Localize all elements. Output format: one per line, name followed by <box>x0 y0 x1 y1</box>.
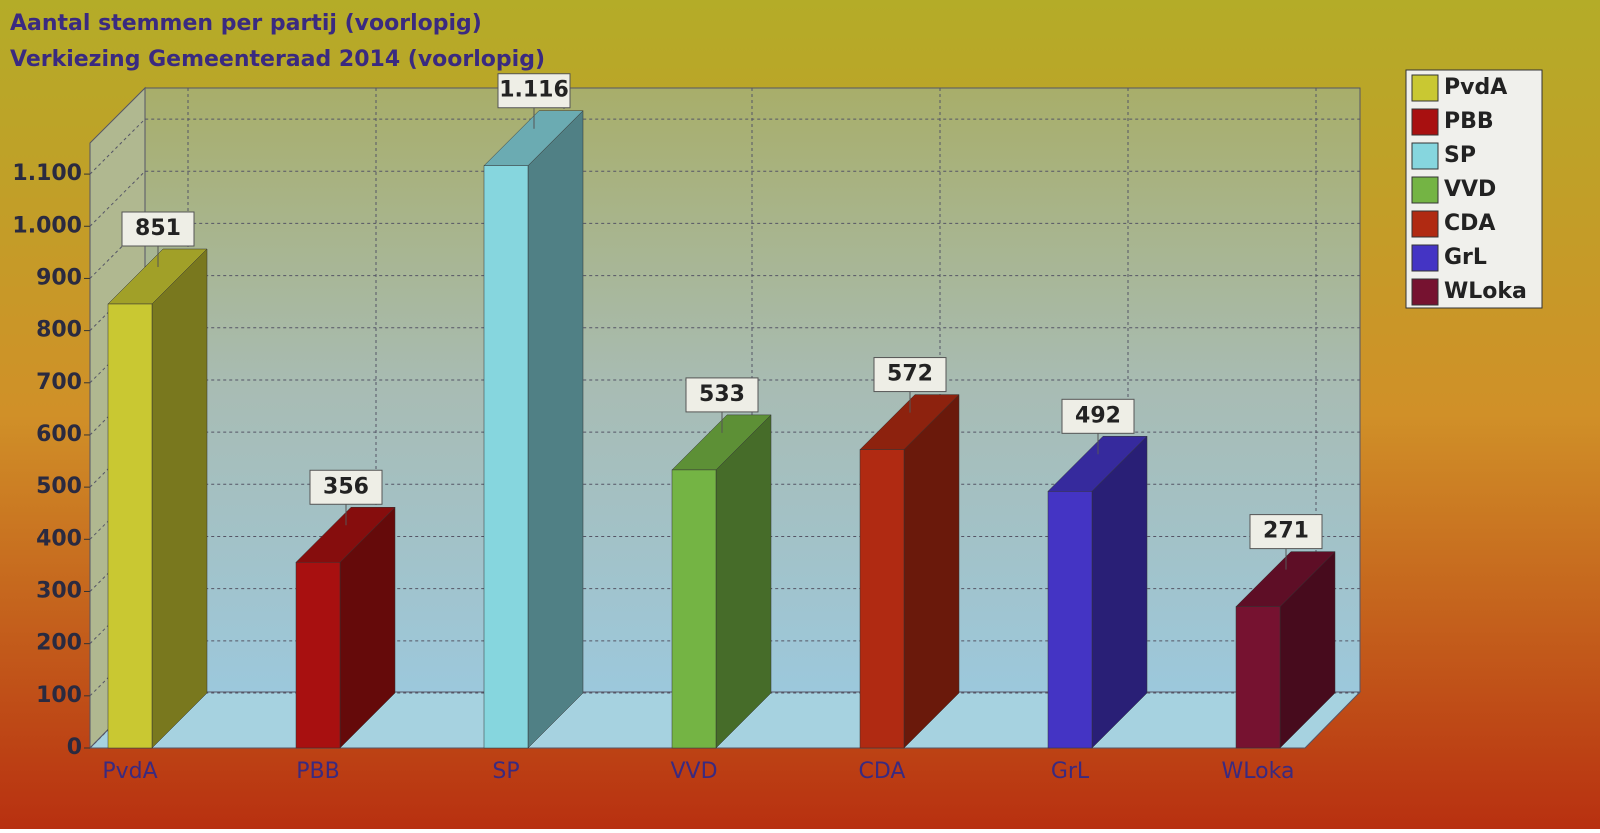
legend-label: SP <box>1444 143 1476 168</box>
y-tick-label: 1.000 <box>12 213 82 238</box>
y-tick-label: 1.100 <box>12 161 82 186</box>
x-tick-label: CDA <box>859 759 906 784</box>
bar <box>295 562 341 749</box>
chart-title: Aantal stemmen per partij (voorlopig) <box>10 11 482 36</box>
x-tick-label: SP <box>492 759 519 784</box>
value-label-box <box>497 73 571 109</box>
y-tick-label: 500 <box>36 474 82 499</box>
x-tick-label: VVD <box>670 759 717 784</box>
y-tick-label: 700 <box>36 370 82 395</box>
grid-line <box>89 170 1360 227</box>
value-label: 572 <box>887 362 933 387</box>
legend-swatch <box>1411 142 1439 170</box>
value-label-box <box>1249 514 1323 550</box>
bar <box>483 165 529 749</box>
chart-subtitle: Verkiezing Gemeenteraad 2014 (voorlopig) <box>10 47 545 72</box>
value-label: 271 <box>1263 519 1309 544</box>
bar-side <box>903 393 960 749</box>
x-tick-label: WLoka <box>1222 759 1295 784</box>
bar <box>671 469 717 749</box>
legend-label: VVD <box>1444 177 1496 202</box>
value-label-box <box>121 211 195 247</box>
legend-swatch <box>1411 108 1439 136</box>
bar <box>107 303 153 749</box>
y-tick-label: 900 <box>36 265 82 290</box>
legend-swatch <box>1411 278 1439 306</box>
legend-swatch <box>1411 244 1439 272</box>
value-label: 1.116 <box>499 78 569 103</box>
x-tick-label: PBB <box>296 759 339 784</box>
bar <box>859 449 905 749</box>
value-label-box <box>873 357 947 393</box>
legend-label: CDA <box>1444 211 1495 236</box>
bar <box>1047 491 1093 749</box>
y-tick-label: 400 <box>36 526 82 551</box>
legend-swatch <box>1411 74 1439 102</box>
y-tick-label: 300 <box>36 578 82 603</box>
bar-side <box>527 110 584 749</box>
y-tick-label: 0 <box>67 735 82 760</box>
bar-side <box>715 414 772 749</box>
grid-line <box>89 222 1360 279</box>
legend-label: WLoka <box>1444 279 1527 304</box>
legend-label: GrL <box>1444 245 1487 270</box>
y-tick-label: 100 <box>36 683 82 708</box>
value-label: 533 <box>699 382 745 407</box>
value-label-box <box>309 469 383 505</box>
legend-label: PBB <box>1444 109 1494 134</box>
bar <box>1235 606 1281 749</box>
value-label-box <box>685 377 759 413</box>
grid-line <box>89 118 1360 175</box>
value-label: 356 <box>323 474 369 499</box>
y-tick-label: 600 <box>36 422 82 447</box>
bar-side <box>151 248 208 749</box>
y-tick-label: 200 <box>36 631 82 656</box>
value-label: 492 <box>1075 403 1121 428</box>
y-tick-label: 800 <box>36 318 82 343</box>
x-tick-label: GrL <box>1051 759 1090 784</box>
legend-swatch <box>1411 210 1439 238</box>
x-tick-label: PvdA <box>102 759 157 784</box>
legend-swatch <box>1411 176 1439 204</box>
value-label: 851 <box>135 216 181 241</box>
value-label-box <box>1061 398 1135 434</box>
legend-label: PvdA <box>1444 75 1507 100</box>
